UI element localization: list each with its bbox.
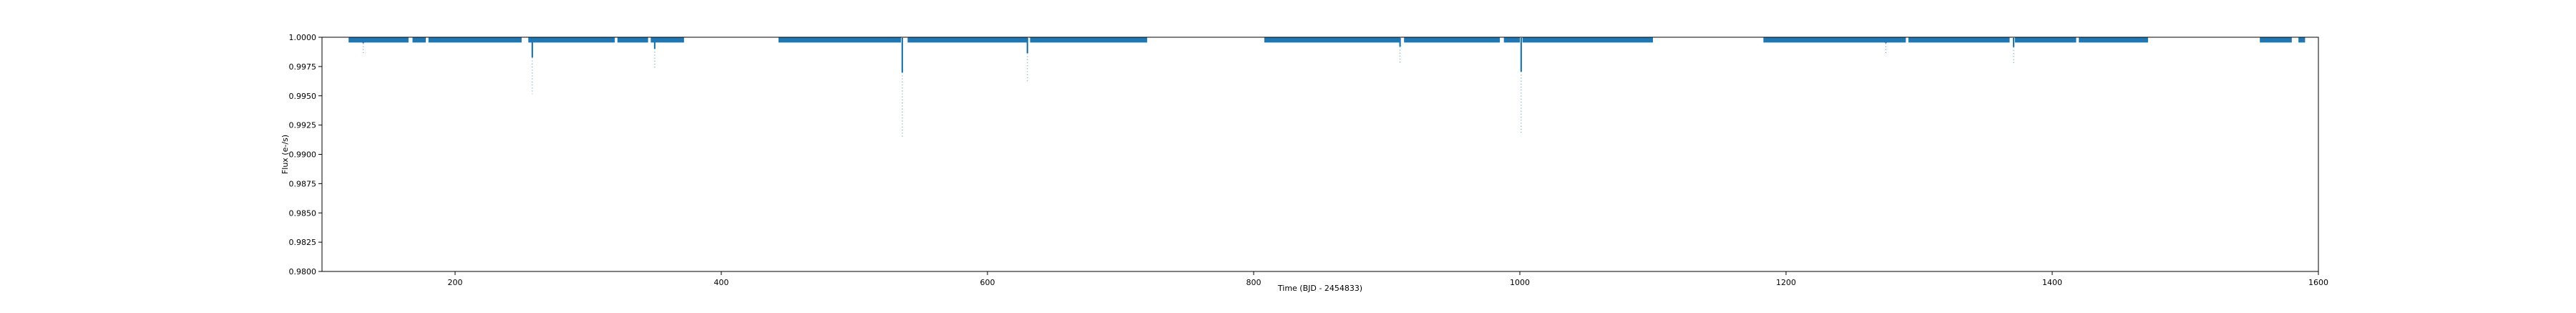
observing-segment <box>2298 37 2306 43</box>
observing-segment <box>617 37 648 43</box>
observing-segment <box>650 37 684 43</box>
observing-segment <box>2079 37 2148 43</box>
y-tick-label: 0.9950 <box>289 92 317 101</box>
observing-segment <box>428 37 522 43</box>
x-tick-label: 800 <box>1246 278 1262 287</box>
x-tick-label: 1000 <box>1510 278 1530 287</box>
observing-segment <box>348 37 409 43</box>
y-tick-label: 0.9850 <box>289 208 317 218</box>
observing-segment <box>2260 37 2292 43</box>
x-tick-label: 1400 <box>2042 278 2062 287</box>
observing-segment <box>1404 37 1501 43</box>
y-tick-label: 1.0000 <box>289 33 317 42</box>
x-tick-label: 600 <box>980 278 995 287</box>
observing-segment <box>412 37 426 43</box>
x-tick-label: 200 <box>448 278 463 287</box>
x-tick-label: 1200 <box>1776 278 1796 287</box>
observing-segment <box>528 37 615 43</box>
y-tick-label: 0.9925 <box>289 121 317 130</box>
y-tick-label: 0.9975 <box>289 62 317 72</box>
y-tick-label: 0.9875 <box>289 179 317 188</box>
y-tick-label: 0.9800 <box>289 267 317 276</box>
observing-segment <box>907 37 1028 43</box>
observing-segment <box>1908 37 2010 43</box>
observing-segment <box>1264 37 1400 43</box>
y-axis-ticks: 0.9800 0.9825 0.9850 0.9875 0.9900 0.9925 0.99… <box>289 33 322 276</box>
observing-segment <box>1503 37 1520 43</box>
y-axis-label: Flux (e-/s) <box>280 135 290 174</box>
x-axis-label: Time (BJD - 2454833) <box>1277 284 1362 293</box>
x-tick-label: 400 <box>714 278 729 287</box>
observing-segment <box>1030 37 1148 43</box>
observing-segment <box>778 37 902 43</box>
observing-segment <box>2014 37 2077 43</box>
axes-frame <box>321 37 2319 272</box>
observing-segment <box>1763 37 1906 43</box>
flux-data-points <box>348 37 2306 137</box>
y-tick-label: 0.9900 <box>289 150 317 160</box>
y-tick-label: 0.9825 <box>289 238 317 247</box>
observing-segment <box>1522 37 1653 43</box>
x-axis-ticks: 200 400 600 800 1000 1200 1400 1600 <box>448 271 2328 287</box>
x-tick-label: 1600 <box>2308 278 2328 287</box>
